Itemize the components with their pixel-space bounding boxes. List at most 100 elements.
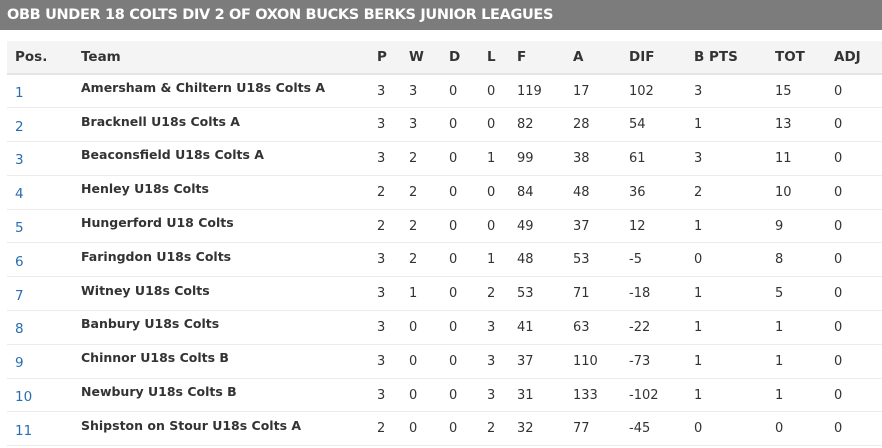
cell-pos: 2: [7, 108, 81, 142]
cell-l: 2: [487, 286, 496, 302]
league-table-container: Pos. Team P W D L F A DIF B PTS TOT ADJ …: [7, 41, 882, 446]
cell-l: 0: [487, 218, 496, 234]
table-row: 1 Amersham & Chiltern U18s Colts A 3 3 0 0 119…: [7, 74, 882, 108]
position-link[interactable]: 9: [15, 355, 24, 372]
cell-d: 0: [449, 286, 458, 302]
cell-l: 0: [487, 184, 496, 200]
cell-w: 0: [409, 387, 418, 403]
team-name[interactable]: Witney U18s Colts: [81, 282, 210, 298]
cell-dif: -73: [629, 353, 651, 369]
cell-team: Chinnor U18s Colts B: [81, 344, 377, 378]
cell-a: 77: [573, 421, 590, 437]
team-name[interactable]: Chinnor U18s Colts B: [81, 350, 229, 366]
position-link[interactable]: 6: [15, 253, 24, 270]
col-header-f[interactable]: F: [517, 41, 573, 75]
col-header-l[interactable]: L: [487, 41, 517, 75]
cell-adj: 0: [834, 252, 843, 268]
cell-adj: 0: [834, 387, 843, 403]
cell-tot: 5: [775, 286, 784, 302]
cell-l: 3: [487, 319, 496, 335]
col-header-d[interactable]: D: [449, 41, 487, 75]
cell-tot: 8: [775, 252, 784, 268]
table-row: 6 Faringdon U18s Colts 3 2 0 1 48 53 -5 0 8 0: [7, 243, 882, 277]
cell-p: 3: [377, 387, 386, 403]
cell-adj: 0: [834, 184, 843, 200]
cell-w: 2: [409, 184, 418, 200]
cell-bpts: 1: [694, 387, 703, 403]
cell-f: 37: [517, 353, 534, 369]
col-header-tot[interactable]: TOT: [775, 41, 834, 75]
cell-bpts: 1: [694, 286, 703, 302]
team-name[interactable]: Bracknell U18s Colts A: [81, 113, 240, 129]
cell-l: 0: [487, 83, 496, 99]
team-name[interactable]: Newbury U18s Colts B: [81, 384, 237, 400]
cell-dif: 36: [629, 184, 646, 200]
cell-d: 0: [449, 252, 458, 268]
team-name[interactable]: Hungerford U18 Colts: [81, 215, 234, 231]
cell-w: 0: [409, 319, 418, 335]
cell-tot: 15: [775, 83, 792, 99]
cell-d: 0: [449, 319, 458, 335]
cell-pos: 8: [7, 311, 81, 345]
team-name[interactable]: Amersham & Chiltern U18s Colts A: [81, 80, 326, 96]
cell-p: 3: [377, 83, 386, 99]
cell-team: Hungerford U18 Colts: [81, 209, 377, 243]
position-link[interactable]: 10: [15, 389, 33, 406]
position-link[interactable]: 2: [15, 118, 24, 135]
cell-team: Banbury U18s Colts: [81, 311, 377, 345]
cell-dif: 12: [629, 218, 646, 234]
cell-adj: 0: [834, 421, 843, 437]
cell-f: 82: [517, 117, 534, 133]
cell-l: 2: [487, 421, 496, 437]
position-link[interactable]: 1: [15, 85, 24, 102]
cell-team: Witney U18s Colts: [81, 277, 377, 311]
cell-dif: -102: [629, 387, 659, 403]
cell-team: Newbury U18s Colts B: [81, 378, 377, 412]
col-header-pos[interactable]: Pos.: [7, 41, 81, 75]
team-name[interactable]: Banbury U18s Colts: [81, 316, 220, 332]
col-header-p[interactable]: P: [377, 41, 409, 75]
cell-tot: 0: [775, 421, 784, 437]
team-name[interactable]: Henley U18s Colts: [81, 181, 209, 197]
cell-d: 0: [449, 83, 458, 99]
position-link[interactable]: 8: [15, 321, 24, 338]
position-link[interactable]: 7: [15, 287, 24, 304]
col-header-a[interactable]: A: [573, 41, 629, 75]
position-link[interactable]: 5: [15, 220, 24, 237]
cell-tot: 1: [775, 353, 784, 369]
team-name[interactable]: Shipston on Stour U18s Colts A: [81, 417, 302, 433]
league-title-bar: OBB UNDER 18 COLTS DIV 2 OF OXON BUCKS B…: [0, 0, 882, 30]
cell-bpts: 3: [694, 150, 703, 166]
cell-w: 0: [409, 353, 418, 369]
cell-a: 38: [573, 150, 590, 166]
col-header-w[interactable]: W: [409, 41, 449, 75]
cell-p: 3: [377, 150, 386, 166]
position-link[interactable]: 11: [15, 422, 33, 439]
col-header-adj[interactable]: ADJ: [834, 41, 882, 75]
cell-team: Shipston on Stour U18s Colts A: [81, 412, 377, 446]
cell-bpts: 1: [694, 218, 703, 234]
cell-bpts: 0: [694, 421, 703, 437]
cell-pos: 5: [7, 209, 81, 243]
col-header-bpts[interactable]: B PTS: [694, 41, 775, 75]
cell-a: 63: [573, 319, 590, 335]
cell-f: 31: [517, 387, 534, 403]
cell-p: 3: [377, 353, 386, 369]
col-header-dif[interactable]: DIF: [629, 41, 694, 75]
cell-p: 2: [377, 184, 386, 200]
position-link[interactable]: 3: [15, 152, 24, 169]
team-name[interactable]: Beaconsfield U18s Colts A: [81, 147, 264, 163]
cell-a: 28: [573, 117, 590, 133]
cell-team: Faringdon U18s Colts: [81, 243, 377, 277]
cell-adj: 0: [834, 353, 843, 369]
col-header-team[interactable]: Team: [81, 41, 377, 75]
position-link[interactable]: 4: [15, 186, 24, 203]
table-row: 5 Hungerford U18 Colts 2 2 0 0 49 37 12 1 9 0: [7, 209, 882, 243]
cell-f: 119: [517, 83, 542, 99]
cell-tot: 1: [775, 319, 784, 335]
cell-team: Amersham & Chiltern U18s Colts A: [81, 74, 377, 108]
cell-dif: 102: [629, 83, 654, 99]
cell-tot: 9: [775, 218, 784, 234]
cell-dif: -18: [629, 286, 651, 302]
team-name[interactable]: Faringdon U18s Colts: [81, 248, 232, 264]
